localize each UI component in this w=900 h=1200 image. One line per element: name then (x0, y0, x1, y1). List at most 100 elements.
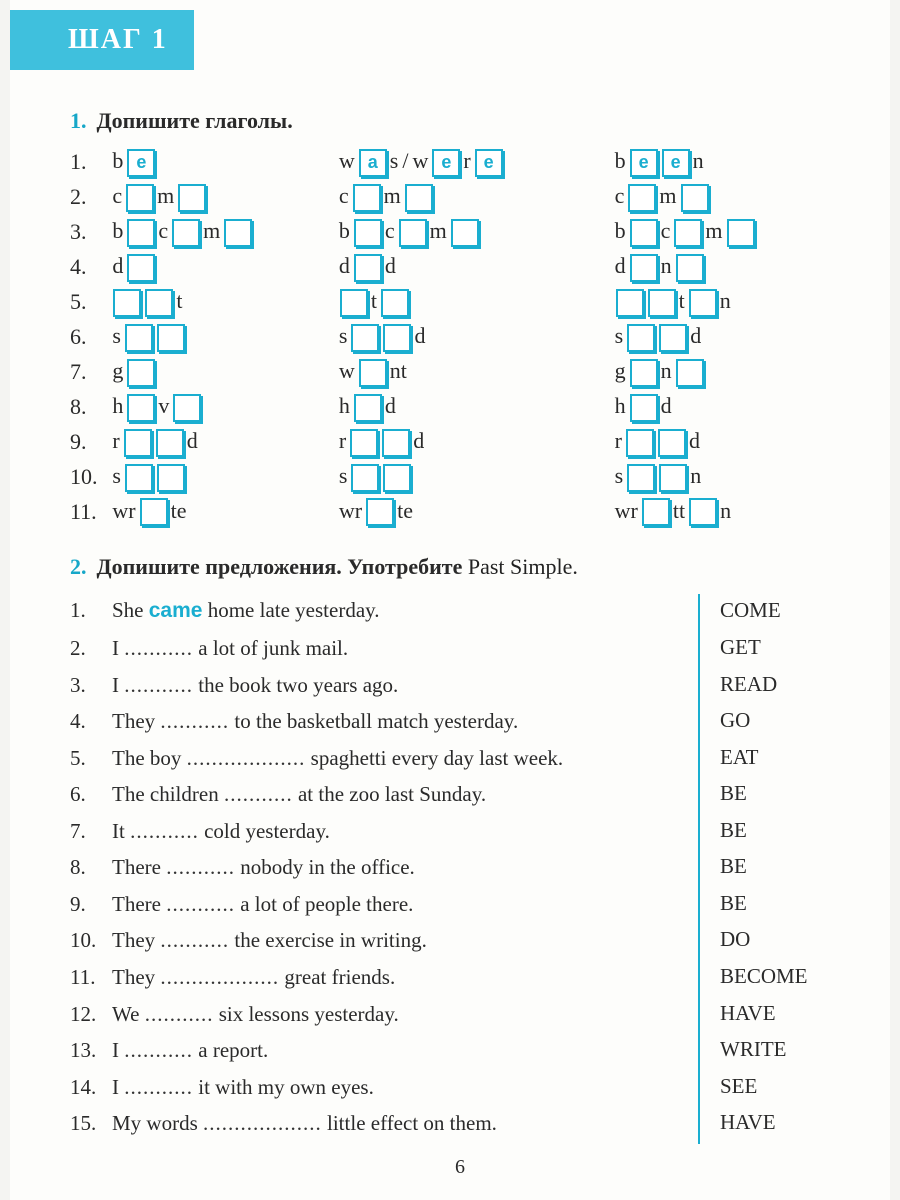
letter-box[interactable] (350, 429, 378, 457)
letter-box[interactable] (140, 498, 168, 526)
letter-box[interactable] (366, 498, 394, 526)
sentence-post: a lot of people there. (235, 892, 413, 916)
blank-field[interactable]: ................... (160, 965, 279, 989)
letter-box[interactable] (616, 289, 644, 317)
row-number: 3. (70, 219, 111, 245)
letter-box[interactable] (648, 289, 676, 317)
blank-field[interactable]: ........... (130, 819, 199, 843)
letter-box[interactable] (145, 289, 173, 317)
letter-box[interactable] (659, 464, 687, 492)
letter-box[interactable] (124, 429, 152, 457)
blank-field[interactable]: ........... (160, 928, 229, 952)
letter-box[interactable] (127, 219, 155, 247)
letter-box[interactable] (626, 429, 654, 457)
letter-box[interactable] (354, 394, 382, 422)
letter-box[interactable] (157, 324, 185, 352)
letter-box[interactable] (126, 184, 154, 212)
letter-box[interactable] (689, 289, 717, 317)
sentence-pre: There (112, 892, 166, 916)
letter-box[interactable] (173, 394, 201, 422)
letter-box[interactable] (172, 219, 200, 247)
letter-box[interactable] (630, 254, 658, 282)
letter-box[interactable] (689, 498, 717, 526)
letter-box[interactable]: a (359, 149, 387, 177)
letter: d (688, 428, 701, 454)
ex2-sentences: 1.She came home late yesterday.2.I .....… (70, 594, 698, 1143)
letter: b (111, 148, 124, 174)
letter-box[interactable] (658, 429, 686, 457)
letter-box[interactable] (681, 184, 709, 212)
verb-col-1: wrte (111, 498, 338, 527)
sentence-text: It ........... cold yesterday. (112, 815, 698, 848)
letter-box[interactable] (727, 219, 755, 247)
verb-col-2: t (338, 288, 614, 317)
letter-box[interactable] (381, 289, 409, 317)
letter: m (156, 183, 175, 209)
sentence-text: The children ........... at the zoo last… (112, 778, 698, 811)
letter-box[interactable] (451, 219, 479, 247)
sentence-post: home late yesterday. (202, 598, 379, 622)
ex2-title-norm: Past Simple. (468, 554, 578, 579)
letter-box[interactable] (351, 464, 379, 492)
letter-box[interactable] (127, 394, 155, 422)
letter: d (111, 253, 124, 279)
letter-box[interactable]: e (432, 149, 460, 177)
letter-box[interactable] (627, 464, 655, 492)
letter-box[interactable] (383, 324, 411, 352)
letter: m (704, 218, 723, 244)
letter-box[interactable]: e (475, 149, 503, 177)
letter-box[interactable] (399, 219, 427, 247)
letter-box[interactable] (359, 359, 387, 387)
letter-box[interactable] (630, 394, 658, 422)
blank-field[interactable]: ........... (166, 855, 235, 879)
letter-box[interactable] (113, 289, 141, 317)
blank-field[interactable]: ........... (124, 1038, 193, 1062)
blank-field[interactable]: ................... (203, 1111, 322, 1135)
letter-box[interactable] (382, 429, 410, 457)
verb-col-2: was/were (338, 148, 614, 177)
letter-box[interactable] (630, 359, 658, 387)
letter-box[interactable] (642, 498, 670, 526)
letter-box[interactable] (351, 324, 379, 352)
letter-box[interactable] (354, 219, 382, 247)
letter: d (186, 428, 199, 454)
blank-field[interactable]: ........... (224, 782, 293, 806)
letter-box[interactable] (157, 464, 185, 492)
letter-box[interactable]: e (630, 149, 658, 177)
hint-word: EAT (720, 741, 850, 774)
letter-box[interactable]: e (662, 149, 690, 177)
sentence-text: There ........... nobody in the office. (112, 851, 698, 884)
letter-box[interactable] (354, 254, 382, 282)
letter-box[interactable] (630, 219, 658, 247)
letter-box[interactable] (383, 464, 411, 492)
verb-col-1: hv (111, 393, 338, 422)
letter-box[interactable] (340, 289, 368, 317)
blank-field[interactable]: ........... (124, 1075, 193, 1099)
letter-box[interactable] (659, 324, 687, 352)
letter-box[interactable] (224, 219, 252, 247)
letter-box[interactable] (627, 324, 655, 352)
letter-box[interactable] (178, 184, 206, 212)
letter-box[interactable] (676, 254, 704, 282)
letter-box[interactable] (676, 359, 704, 387)
blank-field[interactable]: ........... (145, 1002, 214, 1026)
verb-col-2: hd (338, 393, 614, 422)
letter-box[interactable] (127, 359, 155, 387)
blank-field[interactable]: ........... (124, 673, 193, 697)
letter-box[interactable] (628, 184, 656, 212)
letter-box[interactable] (674, 219, 702, 247)
verb-row: 3.bcmbcmbcm (70, 218, 850, 247)
letter-box[interactable] (405, 184, 433, 212)
sentence-number: 8. (70, 851, 112, 884)
blank-field[interactable]: ........... (166, 892, 235, 916)
blank-field[interactable]: ................... (187, 746, 306, 770)
blank-field[interactable]: ........... (160, 709, 229, 733)
letter: m (383, 183, 402, 209)
letter-box[interactable] (125, 464, 153, 492)
letter-box[interactable]: e (127, 149, 155, 177)
letter-box[interactable] (125, 324, 153, 352)
letter-box[interactable] (353, 184, 381, 212)
blank-field[interactable]: ........... (124, 636, 193, 660)
letter-box[interactable] (127, 254, 155, 282)
letter-box[interactable] (156, 429, 184, 457)
